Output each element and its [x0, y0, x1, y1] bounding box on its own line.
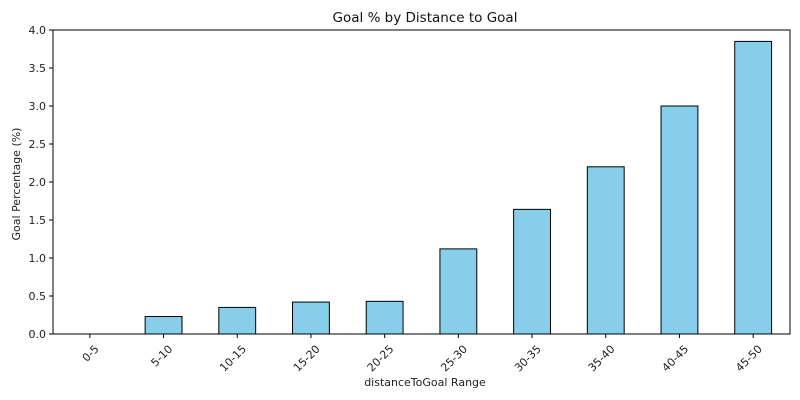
bar-40-45 — [660, 105, 699, 335]
y-tick-label: 4.0 — [29, 24, 47, 37]
bar-45-50 — [734, 40, 773, 335]
plot-area: 0.0 0.5 1.0 1.5 2.0 2.5 3.0 3.5 4.0 0-5 5-10 10-15 1… — [29, 24, 791, 374]
y-tick-label: 3.0 — [29, 100, 47, 113]
y-tick-label: 2.5 — [29, 138, 47, 151]
y-tick-label: 3.5 — [29, 62, 47, 75]
x-tick-label: 5-10 — [148, 343, 175, 370]
bar-15-20 — [292, 301, 330, 335]
x-tick-label: 0-5 — [80, 343, 102, 365]
x-tick-label: 15-20 — [291, 343, 323, 375]
x-tick-label: 45-50 — [733, 343, 765, 375]
y-axis-label: Goal Percentage (%) — [10, 128, 23, 241]
y-tick-label: 0.0 — [29, 328, 47, 341]
x-tick-label: 35-40 — [586, 343, 618, 375]
x-axis-label: distanceToGoal Range — [364, 376, 486, 389]
y-tick-label: 1.0 — [29, 252, 47, 265]
x-tick-label: 20-25 — [365, 343, 397, 375]
y-tick-label: 2.0 — [29, 176, 47, 189]
y-tick-label: 1.5 — [29, 214, 47, 227]
bar-35-40 — [586, 166, 625, 335]
bar-30-35 — [513, 208, 551, 335]
chart-title: Goal % by Distance to Goal — [333, 10, 518, 26]
bar-25-30 — [439, 248, 478, 335]
bar-20-25 — [365, 300, 404, 335]
bar-5-10 — [144, 316, 183, 335]
bar-10-15 — [218, 306, 257, 335]
x-tick-label: 40-45 — [659, 343, 691, 375]
y-tick-label: 0.5 — [29, 290, 47, 303]
x-tick-label: 25-30 — [438, 343, 470, 375]
x-tick-label: 10-15 — [217, 343, 249, 375]
x-tick-label: 30-35 — [512, 343, 544, 375]
